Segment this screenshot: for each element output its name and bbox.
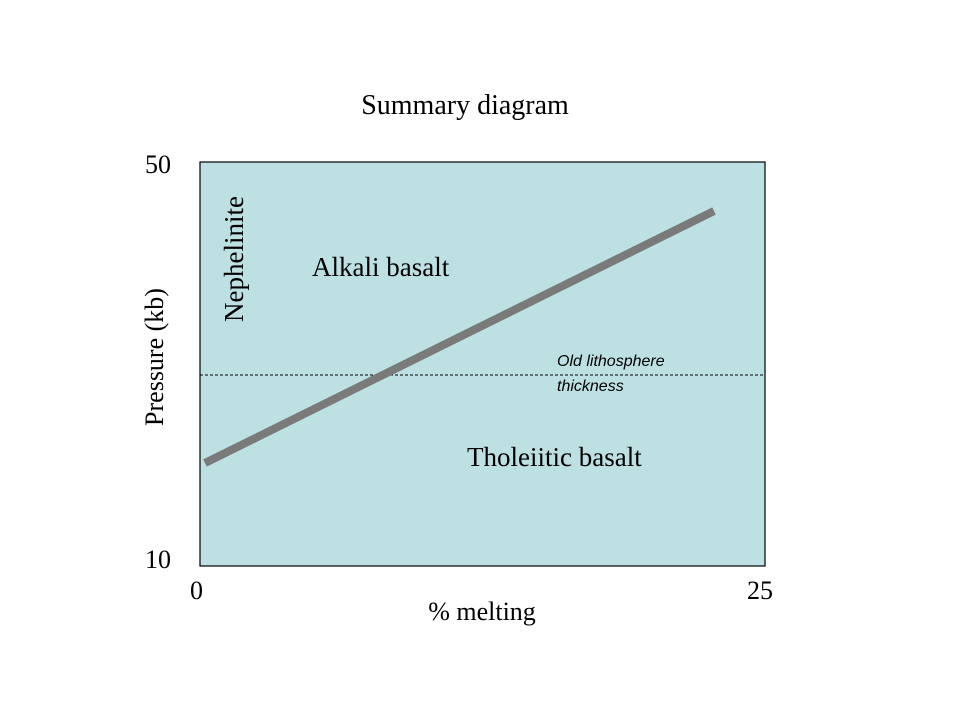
melting-trend-line [203, 207, 716, 467]
lithosphere-note-line1: Old lithosphere [557, 353, 665, 370]
plot-area [199, 161, 766, 567]
x-axis-label: % melting [428, 597, 536, 626]
diagram-title: Summary diagram [361, 90, 569, 121]
alkali-basalt-label: Alkali basalt [312, 252, 450, 282]
x-tick-min: 0 [190, 576, 203, 605]
x-tick-max: 25 [747, 576, 773, 605]
y-tick-min: 10 [145, 545, 171, 574]
lithosphere-note-line2: thickness [557, 378, 624, 395]
tholeiitic-basalt-label: Tholeiitic basalt [467, 442, 642, 472]
y-tick-max: 50 [145, 150, 171, 179]
nephelinite-label: Nephelinite [219, 196, 249, 322]
